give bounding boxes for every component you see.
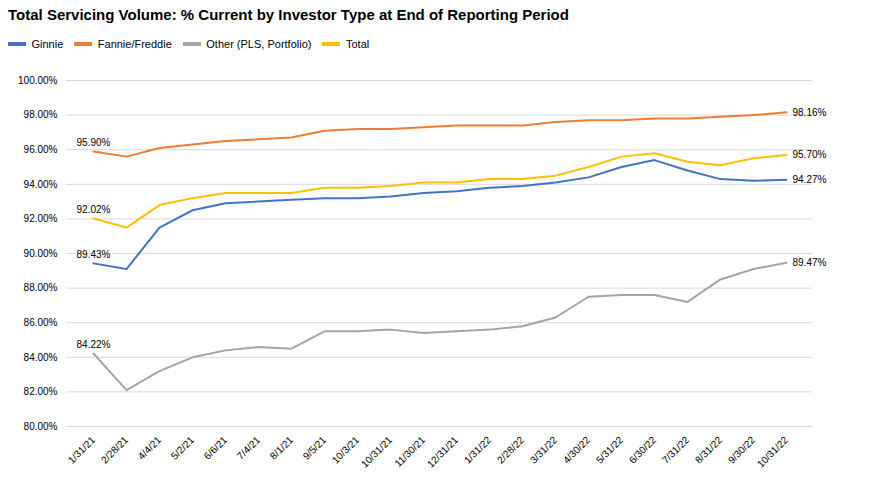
svg-text:10/31/22: 10/31/22: [755, 433, 791, 469]
svg-text:94.27%: 94.27%: [793, 173, 827, 184]
svg-text:95.90%: 95.90%: [77, 136, 111, 147]
svg-text:89.47%: 89.47%: [793, 256, 827, 267]
svg-text:84.00%: 84.00%: [24, 351, 58, 362]
svg-text:10/31/21: 10/31/21: [359, 433, 395, 469]
svg-text:2/28/22: 2/28/22: [495, 433, 527, 465]
svg-text:82.00%: 82.00%: [24, 386, 58, 397]
html-text:Total Servicing Volume: % Curr: Total Servicing Volume: % Current by Inv…: [8, 6, 569, 23]
svg-text:1/31/22: 1/31/22: [462, 433, 494, 465]
svg-text:5/31/22: 5/31/22: [594, 433, 626, 465]
svg-text:12/31/21: 12/31/21: [425, 433, 461, 469]
svg-text:11/30/21: 11/30/21: [392, 433, 427, 468]
html-text:Other (PLS, Portfolio): Other (PLS, Portfolio): [206, 37, 312, 50]
svg-text:3/31/22: 3/31/22: [528, 433, 560, 465]
svg-text:7/31/22: 7/31/22: [660, 433, 692, 465]
svg-text:2/28/21: 2/28/21: [99, 433, 131, 465]
svg-text:8/31/22: 8/31/22: [693, 433, 725, 465]
svg-text:80.00%: 80.00%: [24, 420, 58, 431]
svg-text:98.16%: 98.16%: [793, 106, 827, 117]
svg-text:4/4/21: 4/4/21: [136, 433, 164, 461]
svg-text:86.00%: 86.00%: [24, 316, 58, 327]
svg-text:95.70%: 95.70%: [793, 149, 827, 160]
svg-text:9/30/22: 9/30/22: [726, 433, 758, 465]
svg-text:94.00%: 94.00%: [24, 178, 58, 189]
svg-text:98.00%: 98.00%: [24, 109, 58, 120]
svg-text:5/2/21: 5/2/21: [169, 433, 197, 461]
svg-text:96.00%: 96.00%: [24, 143, 58, 154]
svg-text:10/3/21: 10/3/21: [330, 433, 362, 465]
svg-text:9/5/21: 9/5/21: [301, 433, 329, 461]
svg-text:6/30/22: 6/30/22: [627, 433, 659, 465]
svg-text:100.00%: 100.00%: [18, 74, 58, 85]
svg-text:90.00%: 90.00%: [24, 247, 58, 258]
svg-text:6/6/21: 6/6/21: [202, 433, 230, 461]
html-text:Ginnie: Ginnie: [31, 37, 64, 50]
svg-text:88.00%: 88.00%: [24, 282, 58, 293]
svg-text:92.02%: 92.02%: [77, 203, 111, 214]
svg-text:7/4/21: 7/4/21: [235, 433, 263, 461]
html-text:Total: Total: [346, 37, 370, 50]
html-text:Fannie/Freddie: Fannie/Freddie: [97, 37, 172, 50]
svg-text:89.43%: 89.43%: [77, 248, 111, 259]
svg-text:84.22%: 84.22%: [77, 338, 111, 349]
svg-text:92.00%: 92.00%: [24, 213, 58, 224]
svg-text:4/30/22: 4/30/22: [561, 433, 593, 465]
svg-text:8/1/21: 8/1/21: [268, 433, 296, 461]
svg-text:1/31/21: 1/31/21: [66, 433, 98, 465]
